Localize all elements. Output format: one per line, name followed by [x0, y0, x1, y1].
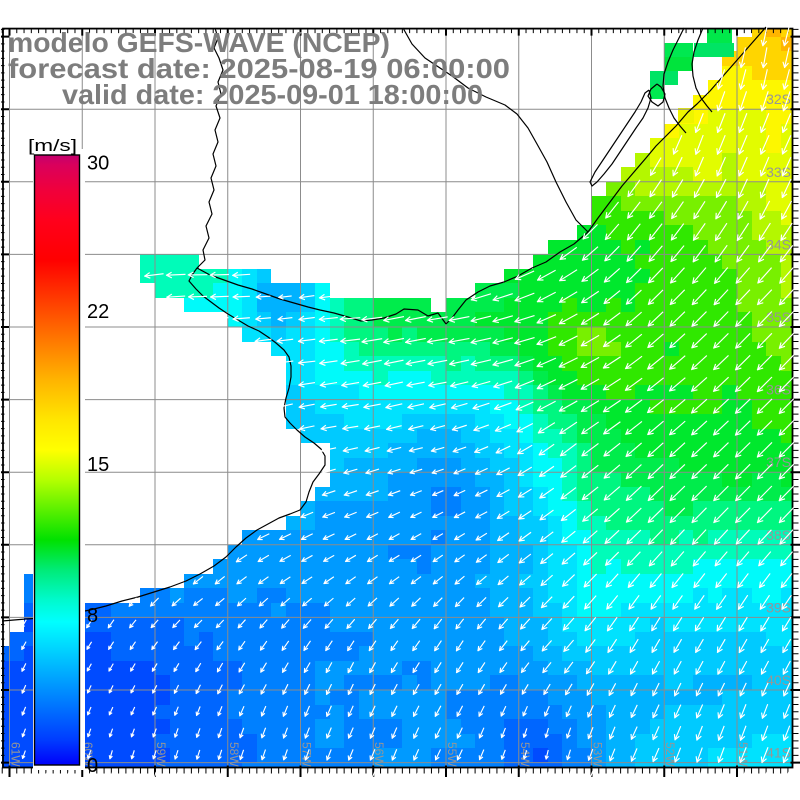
svg-text:39S: 39S — [766, 599, 791, 615]
svg-text:53W: 53W — [591, 742, 605, 767]
svg-text:34S: 34S — [766, 236, 791, 252]
svg-text:35S: 35S — [766, 309, 791, 325]
svg-text:valid date: 2025-09-01 18:00:0: valid date: 2025-09-01 18:00:00 — [62, 79, 483, 110]
svg-text:15: 15 — [87, 454, 109, 476]
svg-text:22: 22 — [87, 301, 109, 323]
svg-text:40S: 40S — [766, 672, 791, 688]
svg-text:52W: 52W — [663, 742, 677, 767]
svg-text:modelo GEFS-WAVE (NCEP): modelo GEFS-WAVE (NCEP) — [8, 27, 390, 58]
svg-text:56W: 56W — [372, 742, 386, 767]
svg-text:0: 0 — [87, 755, 98, 777]
svg-text:32S: 32S — [766, 91, 791, 107]
svg-text:38S: 38S — [766, 527, 791, 543]
svg-text:30: 30 — [87, 153, 109, 175]
svg-text:57W: 57W — [300, 742, 314, 767]
svg-text:55W: 55W — [445, 742, 459, 767]
svg-text:8: 8 — [87, 605, 98, 627]
svg-text:33S: 33S — [766, 164, 791, 180]
svg-text:41S: 41S — [766, 745, 791, 761]
svg-text:forecast date: 2025-08-19 06:0: forecast date: 2025-08-19 06:00:00 — [8, 53, 510, 84]
svg-text:59W: 59W — [154, 742, 168, 767]
svg-text:61W: 61W — [9, 742, 23, 767]
svg-text:37S: 37S — [766, 454, 791, 470]
svg-text:58W: 58W — [227, 742, 241, 767]
svg-text:[m/s]: [m/s] — [28, 136, 77, 155]
